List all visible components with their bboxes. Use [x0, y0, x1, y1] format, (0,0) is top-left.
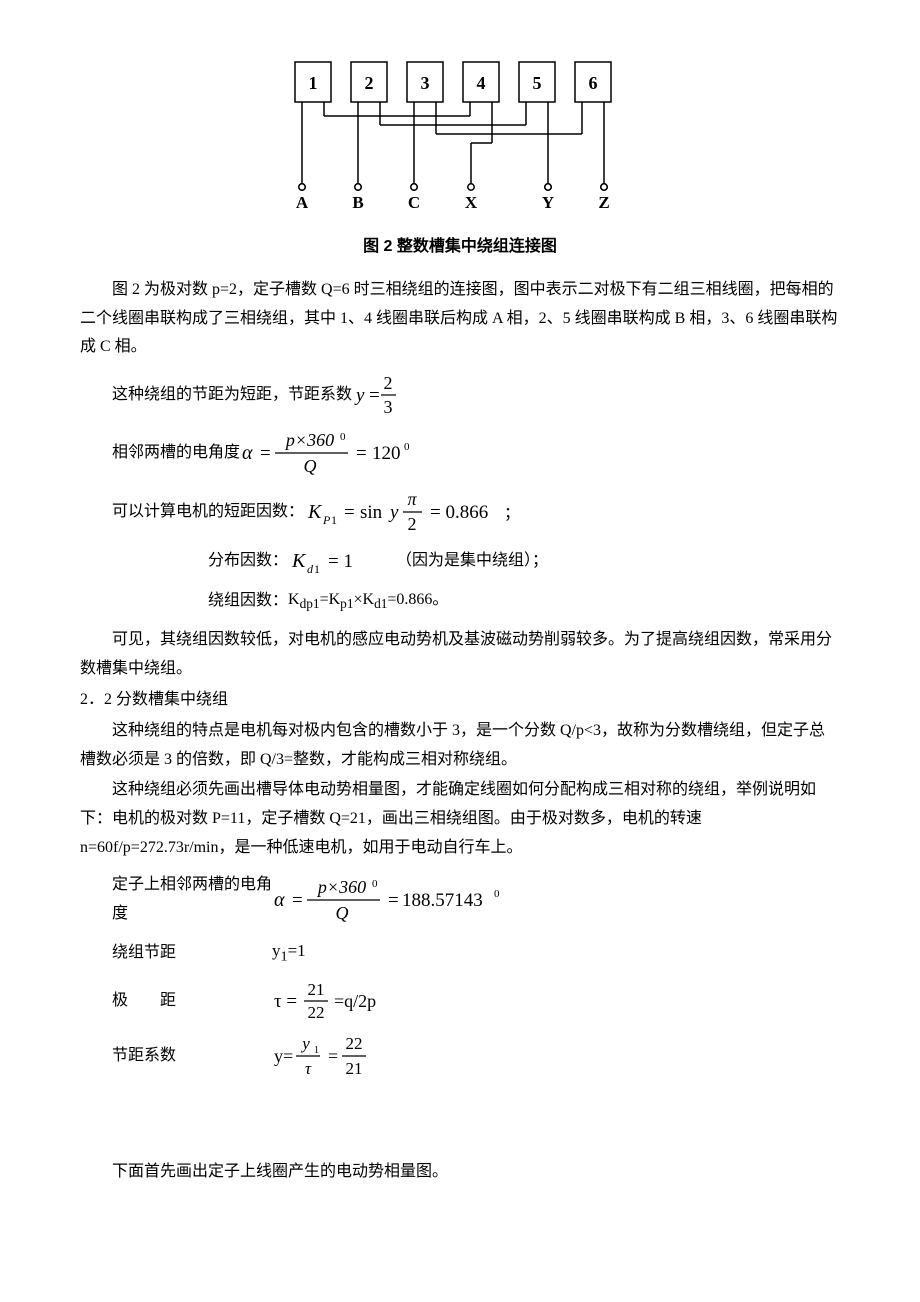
formula-dist-factor: 分布因数： K d 1 = 1 （因为是集中绕组）；: [80, 546, 840, 576]
svg-text:1: 1: [314, 562, 320, 576]
eq-kd1: K d 1 = 1: [288, 546, 378, 576]
svg-text:Z: Z: [598, 193, 609, 212]
formula-label: 分布因数：: [208, 547, 288, 576]
paragraph-last: 下面首先画出定子上线圈产生的电动势相量图。: [80, 1158, 840, 1187]
eq-tau: τ = 21 22 =q/2p: [272, 978, 422, 1024]
svg-text:y: y: [388, 502, 399, 523]
svg-text:1: 1: [309, 73, 318, 93]
formula-label: 绕组节距: [112, 939, 272, 968]
formula-pole-pitch: 极 距 τ = 21 22 =q/2p: [80, 978, 840, 1024]
svg-text:K: K: [291, 550, 307, 572]
svg-text:= 0.866: = 0.866: [430, 502, 488, 523]
svg-text:α: α: [242, 442, 253, 464]
svg-text:K: K: [307, 501, 323, 523]
svg-text:188.57143: 188.57143: [402, 890, 483, 911]
svg-text:21: 21: [308, 980, 325, 999]
formula-alpha2: 定子上相邻两槽的电角度 α = p×360 0 Q = 188.57143 0: [80, 871, 840, 929]
svg-text:0: 0: [404, 441, 410, 453]
figure-caption: 图 2 整数槽集中绕组连接图: [80, 233, 840, 262]
svg-text:P: P: [322, 513, 331, 527]
note: （因为是集中绕组）；: [396, 547, 548, 576]
svg-text:=: =: [292, 890, 303, 911]
svg-text:α: α: [274, 889, 285, 911]
eq-kdp: Kdp1=Kp1×Kd1=0.866。: [288, 586, 448, 616]
formula-label: 节距系数: [112, 1042, 272, 1071]
svg-text:3: 3: [384, 397, 393, 417]
svg-text:0: 0: [372, 878, 378, 890]
formula-label: 绕组因数：: [208, 587, 288, 616]
svg-text:2: 2: [365, 73, 374, 93]
svg-text:Q: Q: [336, 903, 349, 923]
svg-text:Y: Y: [542, 193, 554, 212]
svg-text:6: 6: [589, 73, 598, 93]
svg-text:4: 4: [477, 73, 486, 93]
svg-text:120: 120: [372, 443, 401, 464]
formula-label: 这种绕组的节距为短距，节距系数: [112, 381, 352, 410]
eq-alpha: α = p×360 0 Q = 120 0: [240, 428, 450, 478]
formula-label: 可以计算电机的短距因数：: [112, 498, 304, 527]
eq-y2: y= y 1 τ = 22 21: [272, 1032, 412, 1080]
svg-text:3: 3: [421, 73, 430, 93]
svg-text:X: X: [465, 193, 478, 212]
paragraph-3: 这种绕组的特点是电机每对极内包含的槽数小于 3，是一个分数 Q/p<3，故称为分…: [80, 717, 840, 775]
svg-text:2: 2: [384, 373, 393, 393]
svg-text:C: C: [408, 193, 420, 212]
svg-text:=: =: [369, 385, 380, 406]
svg-text:5: 5: [533, 73, 542, 93]
svg-text:=: =: [388, 890, 399, 911]
eq-y: y = 2 3: [352, 372, 422, 418]
svg-text:2: 2: [408, 514, 417, 534]
svg-text:τ: τ: [305, 1059, 312, 1078]
formula-label: 定子上相邻两槽的电角度: [112, 871, 272, 929]
svg-text:B: B: [352, 193, 363, 212]
svg-text:0: 0: [494, 888, 500, 900]
svg-text:p×360: p×360: [284, 430, 334, 450]
svg-text:1: 1: [331, 513, 337, 527]
section-2-2: 2．2 分数槽集中绕组: [80, 686, 840, 715]
diagram-svg: 1 2 3 4 5 6 A B C X Y Z: [280, 60, 640, 225]
svg-text:d: d: [307, 562, 314, 576]
svg-text:=: =: [260, 443, 271, 464]
paragraph-1: 图 2 为极对数 p=2，定子槽数 Q=6 时三相绕组的连接图，图中表示二对极下…: [80, 276, 840, 362]
svg-text:=: =: [328, 1046, 338, 1066]
svg-text:=: =: [344, 502, 355, 523]
formula-short-pitch-factor: 可以计算电机的短距因数： K P 1 = sin y π 2 = 0.866 ；: [80, 488, 840, 536]
formula-pitch-coef2: 节距系数 y= y 1 τ = 22 21: [80, 1032, 840, 1080]
svg-text:y=: y=: [274, 1046, 293, 1066]
eq-kp1: K P 1 = sin y π 2 = 0.866 ；: [304, 488, 534, 536]
svg-text:Q: Q: [304, 456, 317, 476]
svg-text:y: y: [300, 1034, 310, 1053]
svg-text:p×360: p×360: [316, 877, 366, 897]
formula-elec-angle: 相邻两槽的电角度 α = p×360 0 Q = 120 0: [80, 428, 840, 478]
svg-text:；: ；: [504, 505, 520, 522]
formula-label: 极 距: [112, 987, 272, 1016]
svg-text:=: =: [356, 443, 367, 464]
svg-text:π: π: [408, 489, 418, 509]
svg-text:sin: sin: [360, 502, 383, 523]
svg-text:τ =: τ =: [274, 991, 297, 1012]
svg-text:=q/2p: =q/2p: [334, 991, 376, 1011]
formula-pitch-coef: 这种绕组的节距为短距，节距系数 y = 2 3: [80, 372, 840, 418]
eq-alpha2: α = p×360 0 Q = 188.57143 0: [272, 875, 532, 925]
formula-winding-factor: 绕组因数： Kdp1=Kp1×Kd1=0.866。: [80, 586, 840, 616]
svg-text:1: 1: [314, 1045, 319, 1056]
svg-text:0: 0: [340, 431, 346, 443]
paragraph-2: 可见，其绕组因数较低，对电机的感应电动势机及基波磁动势削弱较多。为了提高绕组因数…: [80, 626, 840, 684]
svg-text:= 1: = 1: [328, 551, 353, 572]
paragraph-4: 这种绕组必须先画出槽导体电动势相量图，才能确定线圈如何分配构成三相对称的绕组，举…: [80, 776, 840, 862]
winding-diagram: 1 2 3 4 5 6 A B C X Y Z: [280, 60, 640, 225]
formula-winding-pitch: 绕组节距 y1=1: [80, 936, 840, 970]
svg-text:22: 22: [308, 1003, 325, 1022]
svg-text:22: 22: [346, 1034, 363, 1053]
formula-label: 相邻两槽的电角度: [112, 439, 240, 468]
eq-y1: y1=1: [272, 936, 306, 970]
svg-text:y: y: [354, 385, 365, 406]
svg-text:A: A: [296, 193, 309, 212]
svg-text:21: 21: [346, 1059, 363, 1078]
